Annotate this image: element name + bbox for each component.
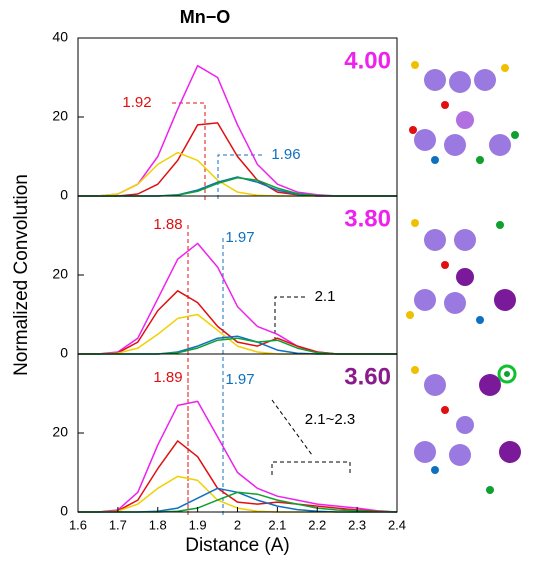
x-tick-label: 2.4 [388, 517, 406, 532]
x-tick-label: 1.8 [149, 517, 167, 532]
curve [78, 243, 397, 354]
x-tick-label: 2.3 [348, 517, 366, 532]
x-tick-label: 2.2 [308, 517, 326, 532]
y-tick-label: 20 [52, 108, 68, 124]
leader [172, 103, 205, 200]
annotation: 2.1~2.3 [305, 411, 355, 428]
structure [406, 219, 516, 324]
annotation: 1.92 [122, 94, 151, 111]
y-tick-label: 40 [52, 29, 68, 45]
panel-label: 3.60 [344, 363, 391, 390]
y-axis-label: Normalized Convolution [11, 174, 32, 376]
annotation: 1.96 [271, 146, 300, 163]
x-tick-label: 2.1 [268, 517, 286, 532]
structure [411, 366, 521, 494]
structures [406, 61, 521, 494]
y-tick-label: 20 [52, 266, 68, 282]
figure: 020404.001.921.96Mn−O0203.801.881.972.1N… [0, 0, 533, 564]
annotation: 1.97 [225, 371, 254, 388]
panel-label: 3.80 [344, 205, 391, 232]
curve [78, 177, 397, 196]
curve [78, 123, 397, 196]
curve [78, 441, 397, 512]
annotation: 2.1 [315, 288, 336, 305]
curve [78, 153, 397, 196]
x-tick-label: 1.7 [109, 517, 127, 532]
panel-label: 4.00 [344, 47, 391, 74]
annotation: 1.88 [153, 216, 182, 233]
y-tick-label: 0 [60, 345, 68, 361]
x-tick-label: 1.6 [69, 517, 87, 532]
y-tick-label: 20 [52, 424, 68, 440]
y-tick-label: 0 [60, 503, 68, 519]
x-tick-label: 2 [234, 517, 241, 532]
annotation-leaders [172, 103, 350, 515]
x-axis-label: Distance (A) [185, 535, 290, 556]
y-tick-label: 0 [60, 187, 68, 203]
leader [275, 297, 305, 340]
x-tick-label: 1.9 [189, 517, 207, 532]
curve [78, 291, 397, 354]
chart-title: Mn−O [180, 7, 231, 27]
structure [409, 61, 519, 164]
curve [78, 178, 397, 196]
annotation: 1.89 [153, 369, 182, 386]
annotation: 1.97 [225, 229, 254, 246]
